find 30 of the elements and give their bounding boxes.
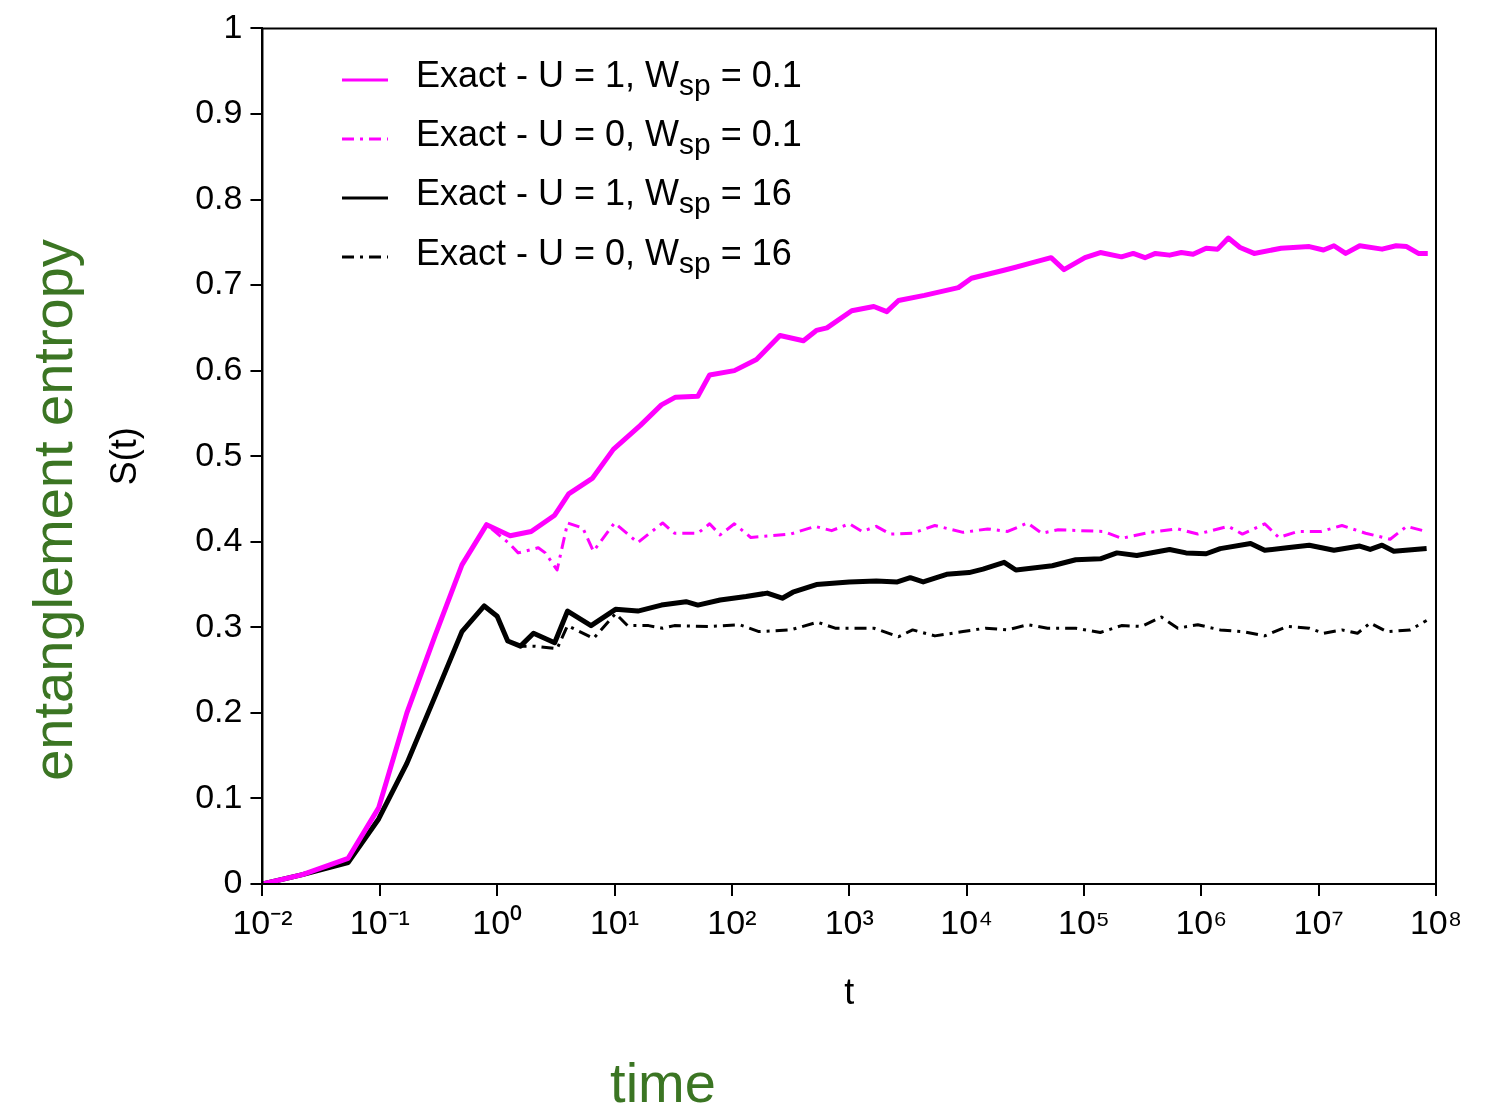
x-tick-label: 10⁶ (1175, 902, 1228, 941)
y-tick-label: 0.1 (195, 776, 243, 815)
legend-label: Exact - U = 1, W$_{sp}$ = 0.1 (416, 53, 802, 104)
y-tick-label: 0.8 (195, 177, 243, 216)
y-tick-label: 0.7 (195, 263, 243, 302)
x-tick-label: 10³ (824, 902, 874, 941)
x-tick-label: 10² (707, 902, 757, 941)
y-tick-label: 1 (223, 6, 243, 45)
x-tick-label: 10⁸ (1409, 902, 1463, 941)
x-tick-label: 10¹ (589, 902, 640, 941)
legend-label: Exact - U = 0, W$_{sp}$ = 16 (416, 230, 792, 281)
x-axis-title: t (844, 971, 855, 1013)
legend-label: Exact - U = 1, W$_{sp}$ = 16 (416, 171, 792, 222)
y-tick-label: 0.3 (195, 605, 243, 644)
y-tick-label: 0.6 (195, 349, 243, 388)
y-tick-label: 0 (223, 862, 243, 901)
y-tick-label: 0.4 (195, 520, 243, 559)
y-axis-title: S(t) (102, 427, 144, 486)
x-tick-label: 10⁻² (232, 902, 293, 941)
legend-label: Exact - U = 0, W$_{sp}$ = 0.1 (416, 112, 802, 163)
y-tick-label: 0.2 (195, 691, 243, 730)
x-tick-label: 10⁰ (472, 902, 523, 941)
y-tick-label: 0.5 (195, 434, 243, 473)
text: time (610, 1050, 716, 1110)
x-tick-label: 10⁻¹ (349, 902, 410, 941)
x-tick-label: 10⁵ (1057, 902, 1110, 941)
x-tick-label: 10⁴ (940, 902, 993, 941)
y-tick-label: 0.9 (195, 92, 243, 131)
x-tick-label: 10⁷ (1293, 902, 1344, 941)
text: entanglement entropy (19, 239, 85, 781)
